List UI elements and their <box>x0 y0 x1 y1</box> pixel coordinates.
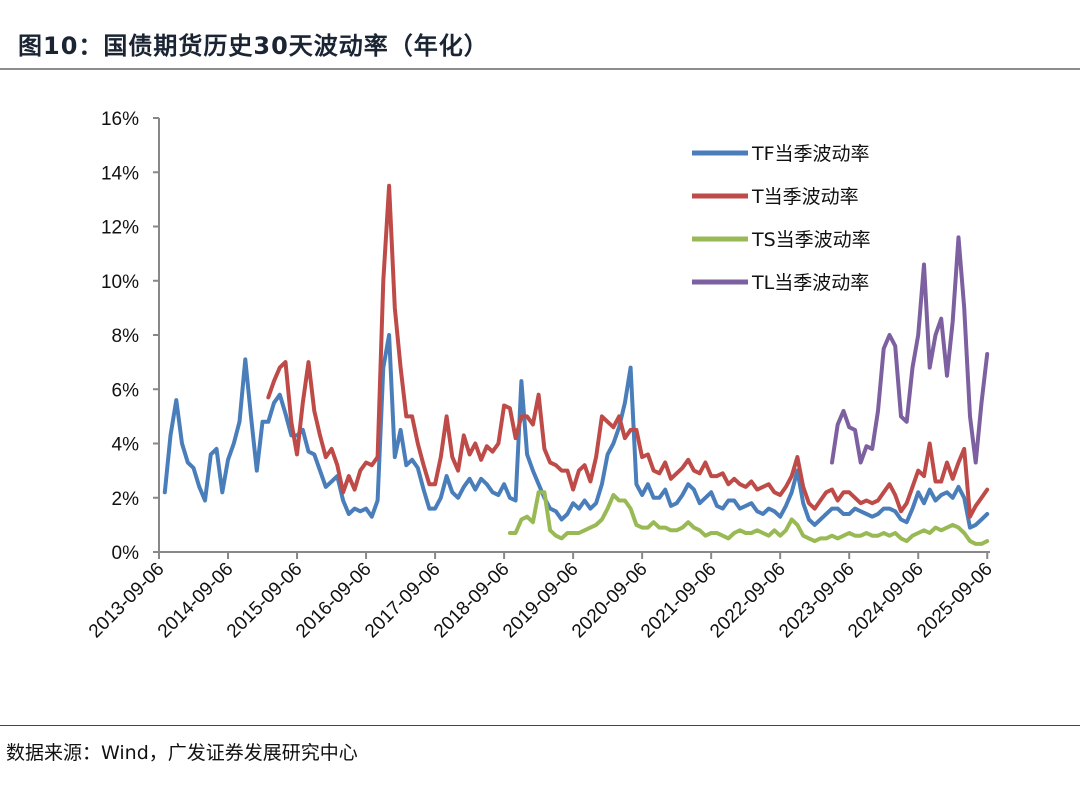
title-divider <box>0 68 1080 70</box>
legend-label: TF当季波动率 <box>751 143 870 165</box>
legend-label: TS当季波动率 <box>751 229 871 251</box>
series-line-3 <box>507 490 990 546</box>
legend-label: T当季波动率 <box>751 186 859 208</box>
x-tick-label: 2025-09-06 <box>913 559 997 643</box>
y-tick-label: 4% <box>112 435 140 456</box>
series-line-2 <box>266 183 990 519</box>
y-tick-label: 0% <box>112 543 140 564</box>
source-note: 数据来源：Wind，广发证券发展研究中心 <box>6 742 358 764</box>
y-tick-label: 16% <box>101 109 139 130</box>
series-line-1 <box>162 333 990 530</box>
figure-title: 图10：国债期货历史30天波动率（年化） <box>18 32 489 60</box>
y-tick-label: 12% <box>101 218 139 239</box>
y-tick-label: 10% <box>101 272 139 293</box>
footer-divider <box>0 725 1080 726</box>
legend-label: TL当季波动率 <box>751 272 869 294</box>
y-tick-label: 6% <box>112 380 140 401</box>
y-tick-label: 2% <box>112 489 140 510</box>
series-line-4 <box>830 235 990 465</box>
y-tick-label: 14% <box>101 163 139 184</box>
y-tick-label: 8% <box>112 326 140 347</box>
